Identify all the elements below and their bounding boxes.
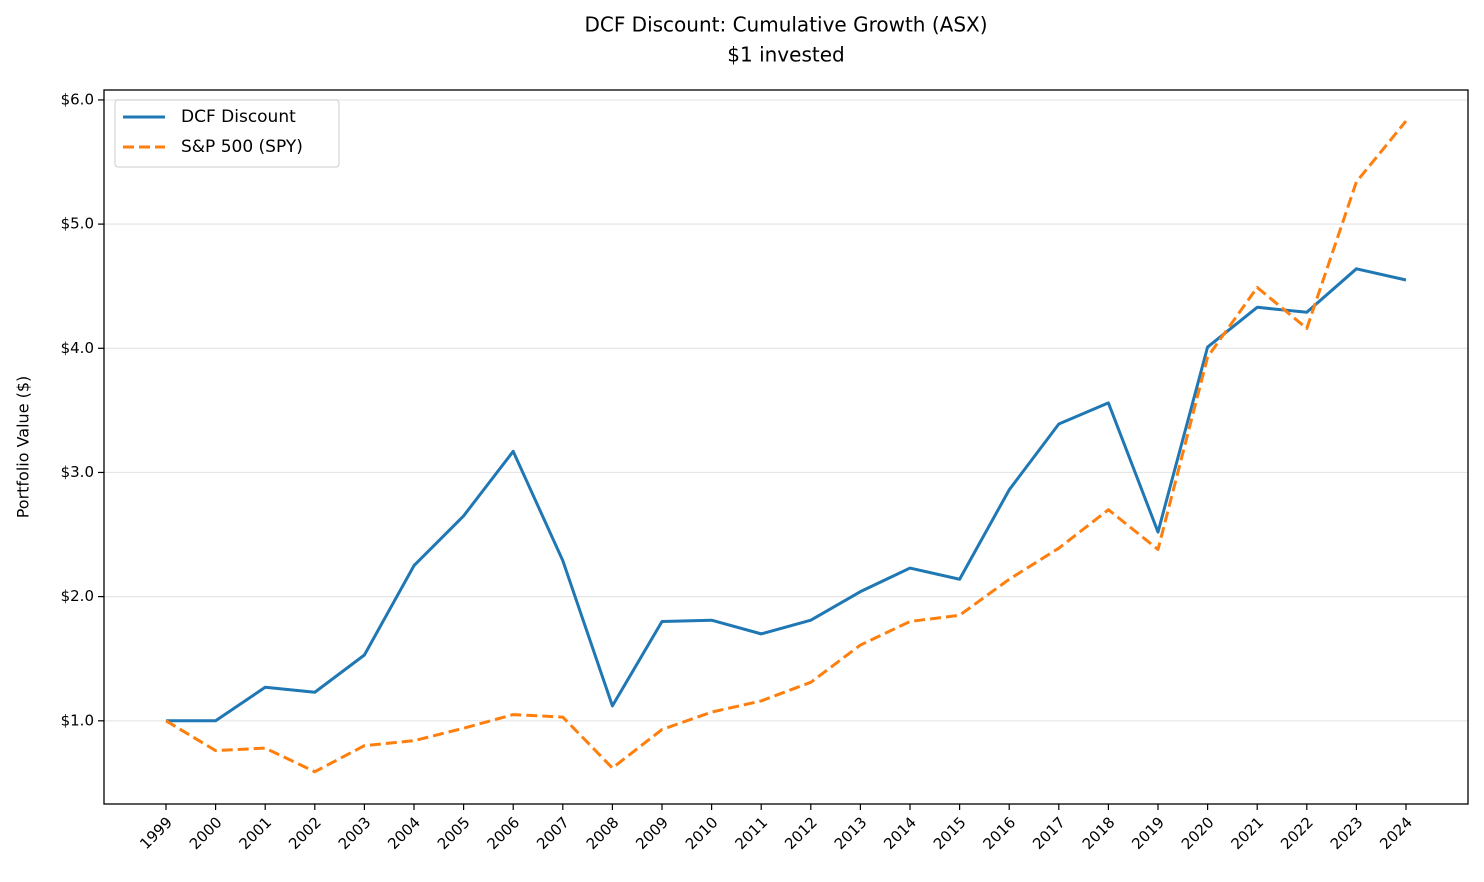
x-tick-label: 2011 bbox=[731, 813, 771, 853]
legend-box bbox=[114, 99, 340, 168]
y-axis-label: Portfolio Value ($) bbox=[14, 376, 33, 519]
x-tick-label: 2009 bbox=[632, 813, 672, 853]
y-tick-label: $6.0 bbox=[61, 90, 94, 108]
y-tick-label: $1.0 bbox=[61, 711, 94, 729]
y-tick-label: $4.0 bbox=[61, 339, 94, 357]
x-tick-label: 2001 bbox=[235, 813, 275, 853]
plot-frame bbox=[103, 89, 1469, 805]
x-tick-label: 2006 bbox=[483, 813, 523, 853]
x-tick-label: 2017 bbox=[1029, 813, 1069, 853]
x-tick-label: 2004 bbox=[384, 813, 424, 853]
series-line bbox=[166, 267, 1407, 723]
x-tick-label: 2012 bbox=[781, 813, 821, 853]
legend-label: DCF Discount bbox=[181, 107, 296, 127]
x-tick-label: 2016 bbox=[979, 813, 1019, 853]
x-tick-label: 2018 bbox=[1079, 813, 1119, 853]
x-tick-label: 2022 bbox=[1277, 813, 1317, 853]
x-tick-label: 2019 bbox=[1128, 813, 1168, 853]
x-tick-label: 2021 bbox=[1227, 813, 1267, 853]
x-tick-label: 2020 bbox=[1178, 813, 1218, 853]
x-tick-label: 2000 bbox=[186, 813, 226, 853]
x-tick-label: 2003 bbox=[335, 813, 375, 853]
chart-subtitle: $1 invested bbox=[727, 43, 844, 67]
x-tick-label: 2024 bbox=[1376, 813, 1416, 853]
x-tick-label: 2007 bbox=[533, 813, 573, 853]
x-tick-label: 2023 bbox=[1327, 813, 1367, 853]
x-tick-label: 2015 bbox=[930, 813, 970, 853]
y-tick-label: $2.0 bbox=[61, 587, 94, 605]
x-tick-label: 1999 bbox=[136, 813, 176, 853]
x-tick-label: 2005 bbox=[434, 813, 474, 853]
series-line bbox=[165, 120, 1408, 774]
legend-label: S&P 500 (SPY) bbox=[181, 137, 303, 157]
y-tick-label: $5.0 bbox=[61, 215, 94, 233]
chart-title: DCF Discount: Cumulative Growth (ASX) bbox=[584, 13, 987, 37]
x-tick-label: 2010 bbox=[682, 813, 722, 853]
x-tick-label: 2008 bbox=[583, 813, 623, 853]
x-tick-label: 2013 bbox=[831, 813, 871, 853]
x-tick-label: 2002 bbox=[285, 813, 325, 853]
y-tick-label: $3.0 bbox=[61, 463, 94, 481]
x-tick-label: 2014 bbox=[880, 813, 920, 853]
